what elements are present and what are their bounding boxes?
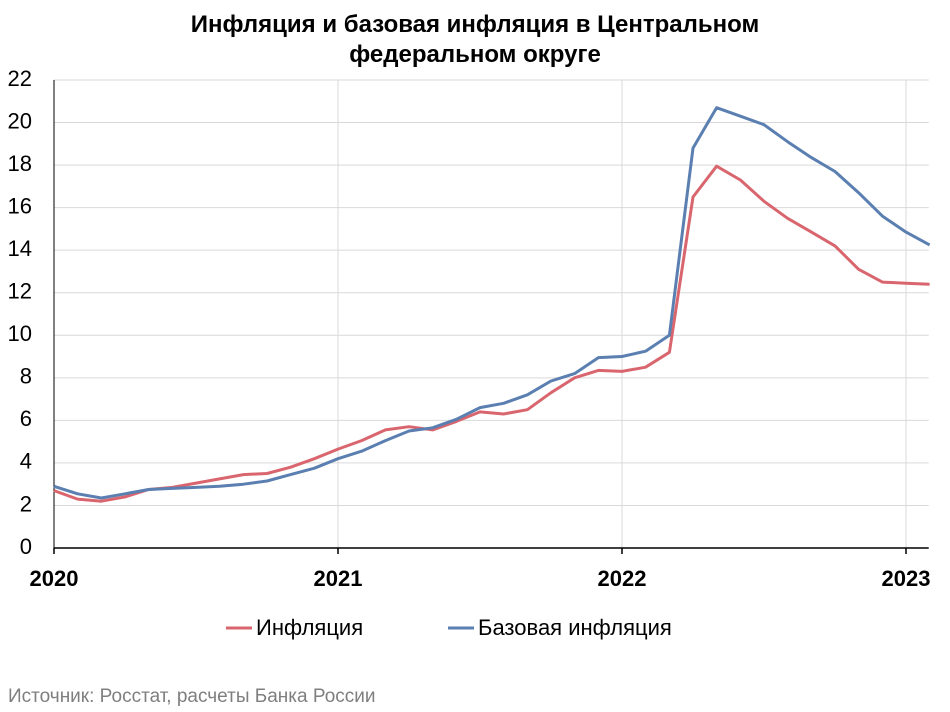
y-tick-label: 20 xyxy=(8,108,32,133)
chart-title: Инфляция и базовая инфляция в Центрально… xyxy=(190,11,760,68)
source-note: Источник: Росстат, расчеты Банка России xyxy=(8,686,376,707)
y-tick-label: 4 xyxy=(20,449,32,474)
y-tick-label: 18 xyxy=(8,151,32,176)
data-line xyxy=(53,106,931,500)
y-tick-label: 12 xyxy=(8,279,32,304)
y-tick-label: 16 xyxy=(8,193,32,218)
y-tick-label: 22 xyxy=(8,66,32,91)
x-tick-label: 2020 xyxy=(30,566,79,591)
x-tick-label: 2023 xyxy=(882,566,931,591)
y-tick-label: 6 xyxy=(20,406,32,431)
legend-label: Инфляция xyxy=(256,615,363,640)
x-tick-label: 2021 xyxy=(314,566,363,591)
y-tick-label: 10 xyxy=(8,321,32,346)
y-tick-label: 2 xyxy=(20,491,32,516)
x-tick-label: 2022 xyxy=(598,566,647,591)
y-tick-label: 8 xyxy=(20,364,32,389)
y-tick-label: 0 xyxy=(20,534,32,559)
data-line xyxy=(53,164,930,503)
y-tick-label: 14 xyxy=(8,236,32,261)
legend-label: Базовая инфляция xyxy=(478,615,672,640)
